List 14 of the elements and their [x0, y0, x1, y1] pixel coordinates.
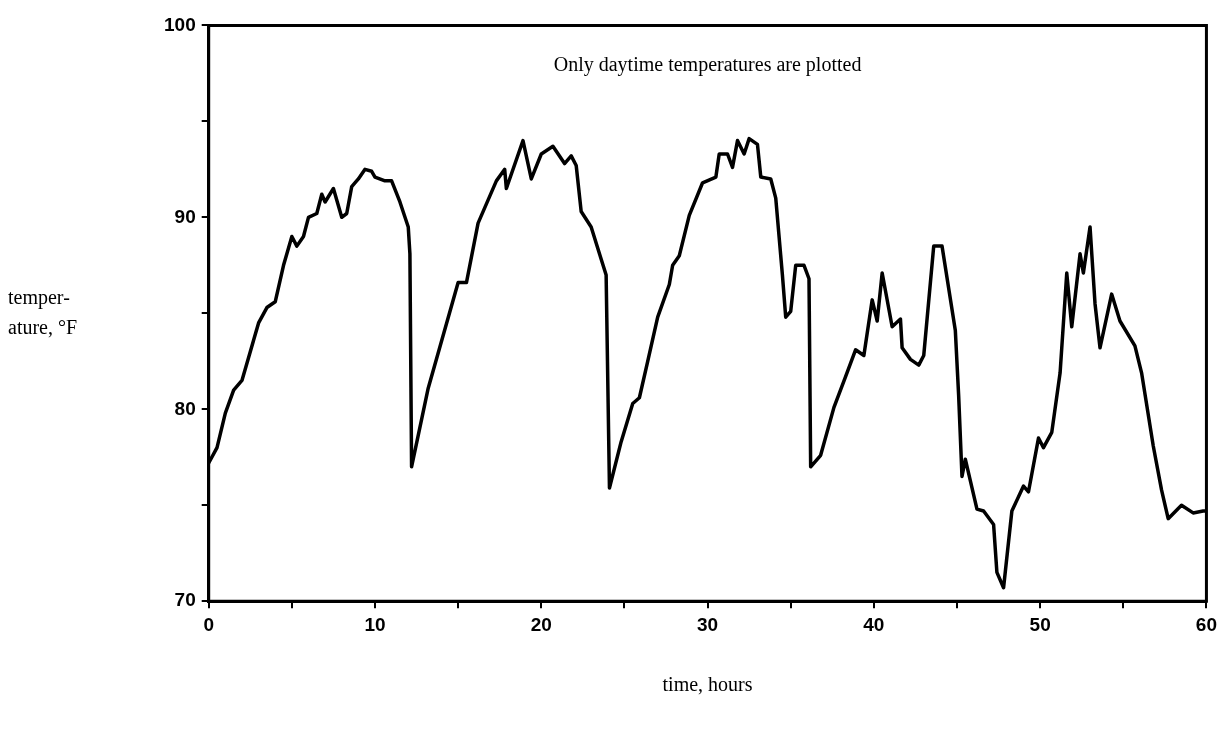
x-tick-label: 0 [203, 613, 214, 635]
x-tick-label: 10 [364, 613, 386, 635]
x-tick-label: 50 [1029, 613, 1051, 635]
x-axis-title: time, hours [662, 673, 753, 696]
y-tick-label: 80 [174, 397, 196, 419]
y-tick-label: 100 [164, 13, 196, 35]
y-axis-title: temper- ature, °F [8, 285, 78, 338]
y-tick-label: 90 [174, 205, 196, 227]
y-tick-label: 70 [174, 589, 196, 611]
annotation: Only daytime temperatures are plotted [553, 52, 862, 76]
x-tick-label: 20 [530, 613, 552, 635]
x-tick-label: 60 [1195, 613, 1217, 635]
x-tick-label: 40 [863, 613, 885, 635]
x-tick-label: 30 [697, 613, 719, 635]
